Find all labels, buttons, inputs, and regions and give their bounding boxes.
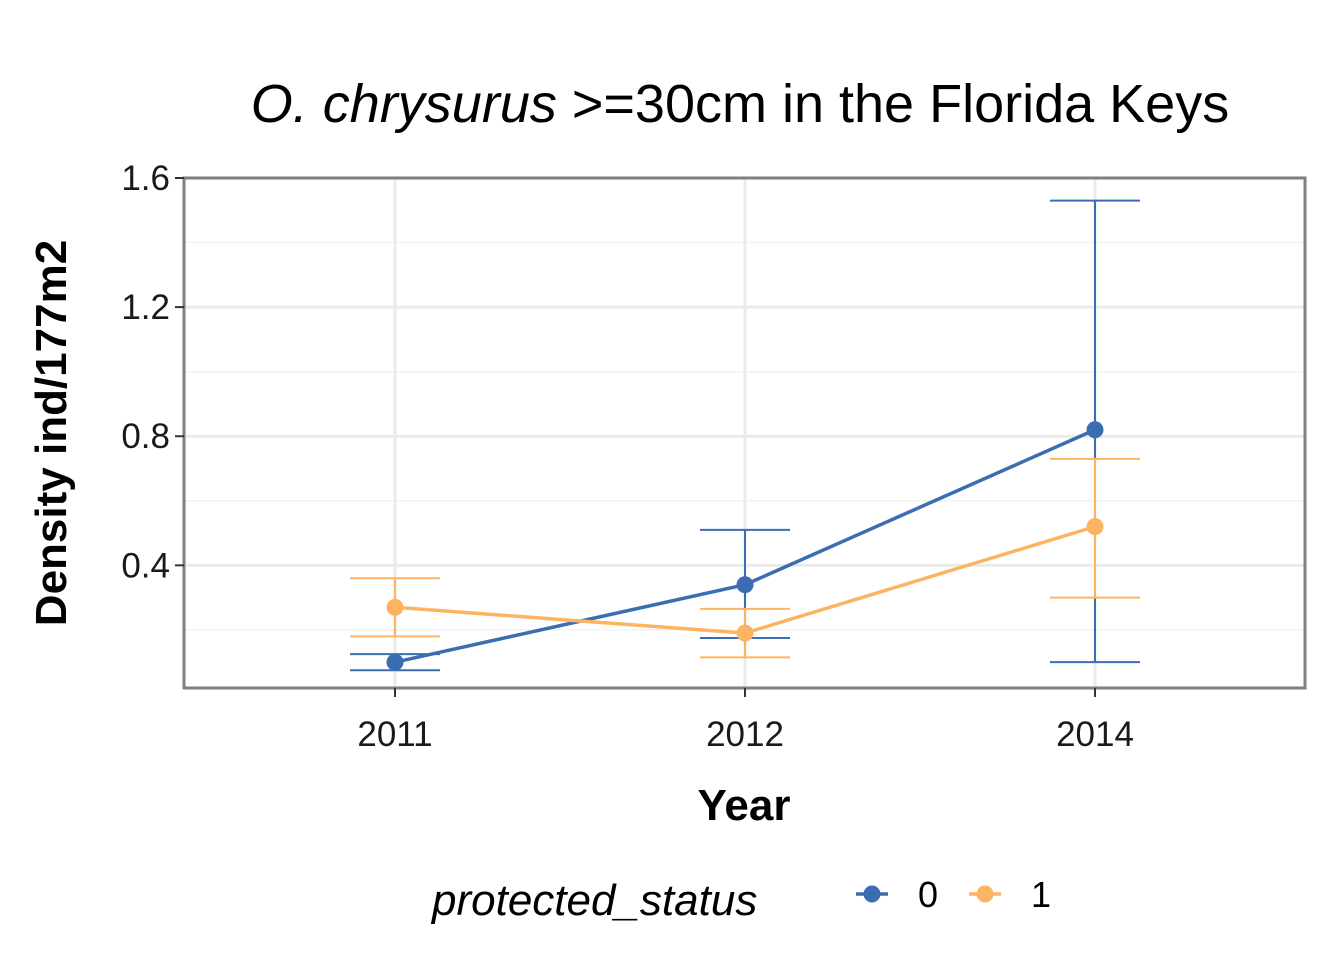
data-point	[736, 624, 754, 642]
y-tick-label: 1.2	[121, 288, 170, 327]
y-tick-label: 0.8	[121, 417, 170, 456]
data-point	[386, 598, 404, 616]
data-point	[1086, 518, 1104, 536]
x-axis-title: Year	[698, 781, 791, 830]
legend-title: protected_status	[430, 876, 757, 925]
x-axis: 2011 2012 2014	[357, 688, 1134, 754]
x-tick-label: 2012	[706, 715, 784, 754]
data-point	[736, 576, 754, 594]
y-axis-title: Density ind/177m2	[27, 240, 76, 626]
y-tick-label: 0.4	[121, 546, 170, 585]
legend: protected_status 0 1	[430, 874, 1051, 925]
chart-title: O. chrysurus >=30cm in the Florida Keys	[251, 74, 1229, 134]
y-tick-label: 1.6	[121, 159, 170, 198]
legend-label: 1	[1031, 874, 1051, 915]
data-point	[1086, 421, 1104, 439]
x-tick-label: 2014	[1056, 715, 1134, 754]
chart-title-italic: O. chrysurus	[251, 74, 557, 134]
legend-key-0	[856, 885, 888, 903]
legend-key-1	[969, 885, 1001, 903]
series-0	[350, 199, 1140, 672]
data-point	[386, 653, 404, 671]
x-tick-label: 2011	[357, 715, 432, 754]
chart-title-rest: >=30cm in the Florida Keys	[557, 74, 1229, 134]
legend-key-point	[976, 885, 994, 903]
legend-key-point	[863, 885, 881, 903]
legend-label: 0	[918, 874, 938, 915]
y-axis: 0.4 0.8 1.2 1.6	[121, 159, 184, 585]
series-layer	[350, 199, 1140, 672]
series-1	[350, 457, 1140, 659]
